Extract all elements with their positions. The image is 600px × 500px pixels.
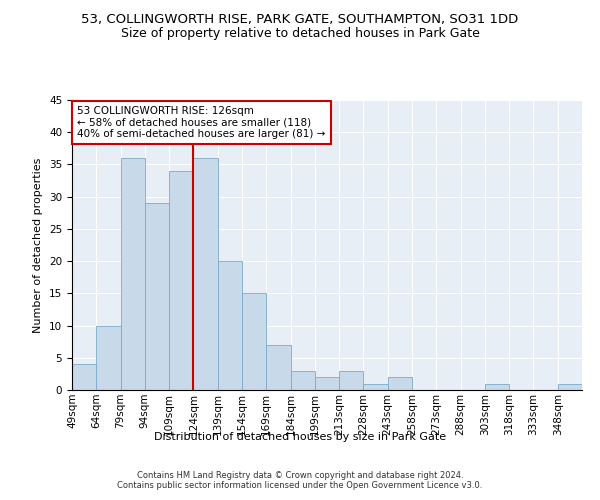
Bar (145, 203, 169, 390)
Bar (558, 384, 582, 390)
Bar (242, 294, 266, 390)
Bar (72, 364, 96, 390)
Bar (218, 261, 242, 390)
Bar (364, 384, 388, 390)
Bar (121, 158, 145, 390)
Bar (339, 370, 364, 390)
Bar (388, 377, 412, 390)
Text: 53 COLLINGWORTH RISE: 126sqm
← 58% of detached houses are smaller (118)
40% of s: 53 COLLINGWORTH RISE: 126sqm ← 58% of de… (77, 106, 325, 139)
Y-axis label: Number of detached properties: Number of detached properties (34, 158, 43, 332)
Bar (485, 384, 509, 390)
Bar (266, 345, 290, 390)
Bar (96, 326, 121, 390)
Text: Contains HM Land Registry data © Crown copyright and database right 2024.
Contai: Contains HM Land Registry data © Crown c… (118, 470, 482, 490)
Bar (315, 377, 339, 390)
Bar (169, 171, 193, 390)
Bar (290, 370, 315, 390)
Bar (193, 158, 218, 390)
Text: 53, COLLINGWORTH RISE, PARK GATE, SOUTHAMPTON, SO31 1DD: 53, COLLINGWORTH RISE, PARK GATE, SOUTHA… (82, 12, 518, 26)
Text: Distribution of detached houses by size in Park Gate: Distribution of detached houses by size … (154, 432, 446, 442)
Text: Size of property relative to detached houses in Park Gate: Size of property relative to detached ho… (121, 28, 479, 40)
